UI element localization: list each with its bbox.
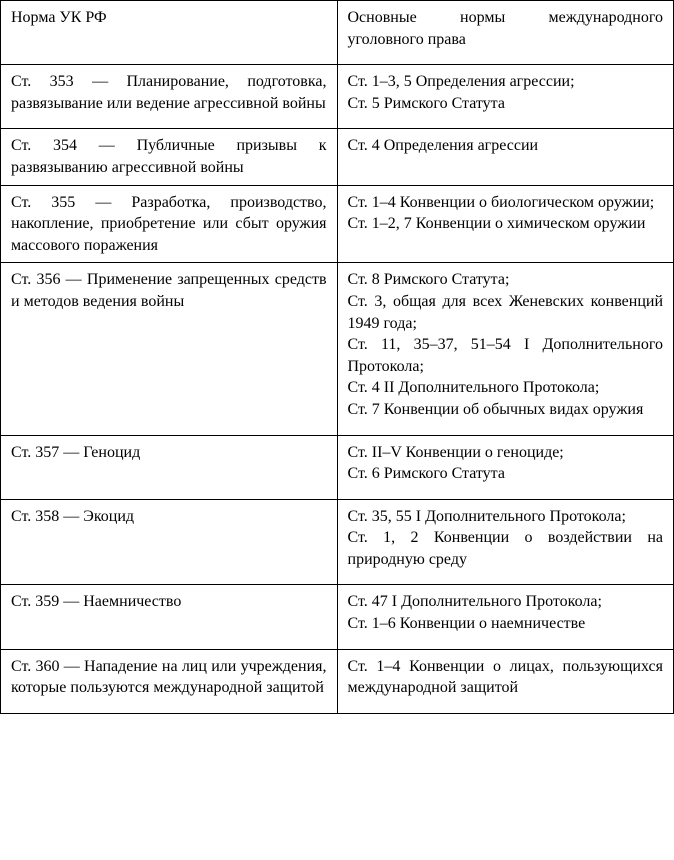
cell-right: Основные нормы международного уголовного…: [337, 1, 674, 65]
law-table-body: Норма УК РФОсновные нормы международного…: [1, 1, 674, 714]
cell-left: Ст. 353 — Планирование, подго­товка, раз…: [1, 65, 338, 129]
cell-right: Ст. 8 Римского Статута;Ст. 3, общая для …: [337, 263, 674, 435]
cell-left: Норма УК РФ: [1, 1, 338, 65]
cell-right: Ст. 35, 55 I Дополнительного Прото­кола;…: [337, 499, 674, 585]
table-row: Ст. 355 — Разработка, производст­во, нак…: [1, 185, 674, 263]
cell-left: Ст. 356 — Применение запрещен­ных средст…: [1, 263, 338, 435]
cell-left: Ст. 358 — Экоцид: [1, 499, 338, 585]
cell-right: Ст. II–V Конвенции о геноциде;Ст. 6 Римс…: [337, 435, 674, 499]
cell-right: Ст. 1–3, 5 Определения агрессии;Ст. 5 Ри…: [337, 65, 674, 129]
law-table: Норма УК РФОсновные нормы международного…: [0, 0, 674, 714]
cell-right: Ст. 4 Определения агрессии: [337, 129, 674, 185]
cell-right: Ст. 1–4 Конвенции о биологическом оружии…: [337, 185, 674, 263]
cell-left: Ст. 359 — Наемничество: [1, 585, 338, 649]
table-row: Ст. 359 — НаемничествоСт. 47 I Дополните…: [1, 585, 674, 649]
cell-left: Ст. 357 — Геноцид: [1, 435, 338, 499]
table-row: Ст. 354 — Публичные призывы к развязыван…: [1, 129, 674, 185]
cell-left: Ст. 360 — Нападение на лиц или учреждени…: [1, 649, 338, 713]
cell-left: Ст. 355 — Разработка, производст­во, нак…: [1, 185, 338, 263]
table-row: Ст. 358 — ЭкоцидСт. 35, 55 I Дополнитель…: [1, 499, 674, 585]
table-row: Норма УК РФОсновные нормы международного…: [1, 1, 674, 65]
cell-left: Ст. 354 — Публичные призывы к развязыван…: [1, 129, 338, 185]
cell-right: Ст. 47 I Дополнительного Протоко­ла;Ст. …: [337, 585, 674, 649]
table-row: Ст. 356 — Применение запрещен­ных средст…: [1, 263, 674, 435]
table-row: Ст. 360 — Нападение на лиц или учреждени…: [1, 649, 674, 713]
cell-right: Ст. 1–4 Конвенции о лицах, поль­зующихся…: [337, 649, 674, 713]
table-row: Ст. 357 — ГеноцидСт. II–V Конвенции о ге…: [1, 435, 674, 499]
table-row: Ст. 353 — Планирование, подго­товка, раз…: [1, 65, 674, 129]
